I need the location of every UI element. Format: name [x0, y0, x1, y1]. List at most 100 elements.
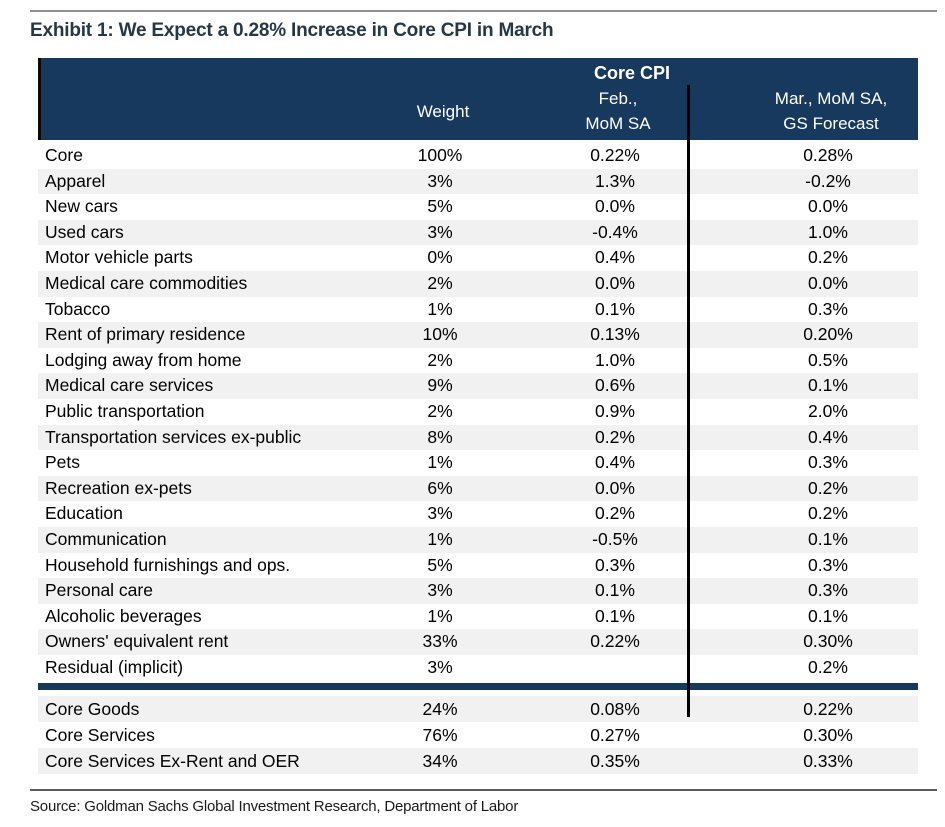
exhibit-title: Exhibit 1: We Expect a 0.28% Increase in… [30, 20, 554, 41]
table-row: Used cars 3% -0.4% 1.0% [38, 219, 918, 246]
row-label: Education [45, 503, 123, 524]
cpi-table: Weight Core CPI Feb., MoM SA Mar., MoM S… [38, 58, 918, 775]
mar-header-line1: Mar., MoM SA, [774, 89, 888, 108]
row-label: Used cars [45, 221, 124, 242]
mar-cell: 0.0% [808, 272, 848, 293]
column-header-mar: Mar., MoM SA, GS Forecast [729, 58, 921, 141]
table-row: Personal care 3% 0.1% 0.3% [38, 578, 918, 604]
mar-cell: 0.1% [808, 605, 848, 626]
table-row: Rent of primary residence 10% 0.13% 0.20% [38, 322, 918, 348]
row-label: Owners' equivalent rent [45, 631, 229, 652]
group-header-core-cpi: Core CPI [593, 63, 671, 83]
mar-cell: 0.1% [808, 375, 848, 396]
feb-header-line1: Feb., [598, 89, 638, 108]
feb-cell: 0.4% [595, 452, 635, 473]
table-row: Lodging away from home 2% 1.0% 0.5% [38, 348, 918, 374]
table-row: Transportation services ex-public 8% 0.2% 0… [38, 424, 918, 451]
mar-cell: 0.3% [808, 580, 848, 601]
weight-cell: 3% [427, 221, 453, 242]
table-row: Education 3% 0.2% 0.2% [38, 501, 918, 527]
mar-cell: 0.3% [808, 452, 848, 473]
feb-cell: 0.13% [590, 324, 640, 345]
weight-cell: 9% [427, 375, 453, 396]
weight-cell: 2% [427, 272, 453, 293]
mar-cell: 0.2% [808, 656, 848, 677]
weight-cell: 5% [427, 554, 453, 575]
table-header: Weight Core CPI Feb., MoM SA Mar., MoM S… [38, 58, 918, 140]
row-label: Public transportation [45, 400, 205, 421]
mar-cell: 1.0% [808, 221, 848, 242]
feb-cell: 0.3% [595, 554, 635, 575]
weight-cell: 34% [422, 751, 458, 772]
mar-cell: 0.2% [808, 247, 848, 268]
feb-cell: 1.0% [595, 349, 635, 370]
forecast-column-separator [687, 85, 690, 717]
table-row: Alcoholic beverages 1% 0.1% 0.1% [38, 604, 918, 630]
row-label: Lodging away from home [45, 349, 242, 370]
row-label: Residual (implicit) [45, 656, 184, 677]
feb-cell: 0.6% [595, 375, 635, 396]
table-row: Household furnishings and ops. 5% 0.3% 0.3% [38, 553, 918, 579]
row-label: Transportation services ex-public [45, 426, 302, 447]
table-row: Core Services 76% 0.27% 0.30% [38, 722, 918, 748]
weight-cell: 8% [427, 426, 453, 447]
row-label: Apparel [45, 170, 106, 191]
mar-cell: 0.3% [808, 298, 848, 319]
column-header-feb: Core CPI Feb., MoM SA [543, 58, 729, 141]
table-row: Medical care commodities 2% 0.0% 0.0% [38, 270, 918, 297]
table-row: Pets 1% 0.4% 0.3% [38, 450, 918, 476]
weight-cell: 3% [427, 170, 453, 191]
row-label: Tobacco [45, 298, 111, 319]
mar-cell: 0.30% [803, 725, 853, 746]
weight-cell: 76% [422, 725, 458, 746]
table-row: Core 100% 0.22% 0.28% [38, 143, 918, 169]
mar-cell: 0.1% [808, 528, 848, 549]
row-label: Core Goods [45, 699, 140, 720]
mar-cell: 0.2% [808, 503, 848, 524]
mar-cell: 0.20% [803, 324, 853, 345]
feb-cell: 0.0% [595, 196, 635, 217]
mar-cell: 0.22% [803, 699, 853, 720]
feb-header-line2: MoM SA [585, 114, 651, 133]
table-row: Medical care services 9% 0.6% 0.1% [38, 373, 918, 399]
mar-cell: 0.5% [808, 349, 848, 370]
table-row: Motor vehicle parts 0% 0.4% 0.2% [38, 245, 918, 271]
weight-cell: 33% [422, 631, 458, 652]
row-label: Rent of primary residence [45, 324, 246, 345]
mar-cell: 0.3% [808, 554, 848, 575]
feb-cell: 0.1% [595, 580, 635, 601]
mar-cell: -0.2% [805, 170, 851, 191]
feb-cell: 0.0% [595, 477, 635, 498]
weight-cell: 1% [427, 452, 453, 473]
feb-cell: 0.4% [595, 247, 635, 268]
top-rule [30, 10, 937, 12]
row-label: Recreation ex-pets [45, 477, 192, 498]
row-label: Alcoholic beverages [45, 605, 202, 626]
feb-cell: -0.5% [592, 528, 638, 549]
table-body: Core 100% 0.22% 0.28% Apparel 3% 1.3% -0.2% New … [38, 143, 918, 680]
weight-cell: 100% [417, 145, 463, 165]
row-label: Pets [45, 452, 81, 473]
weight-cell: 5% [427, 196, 453, 217]
table-row: Apparel 3% 1.3% -0.2% [38, 168, 918, 195]
feb-cell: 0.08% [590, 699, 640, 720]
weight-cell: 1% [427, 605, 453, 626]
weight-cell: 24% [422, 699, 458, 720]
weight-cell: 0% [427, 247, 453, 268]
bottom-rule [30, 789, 937, 791]
weight-cell: 3% [427, 656, 453, 677]
row-label: New cars [45, 196, 118, 217]
mar-cell: 0.30% [803, 631, 853, 652]
row-label: Core Services [45, 725, 155, 746]
weight-header-label: Weight [416, 102, 470, 121]
mar-header-line2: GS Forecast [783, 114, 879, 133]
row-label: Motor vehicle parts [45, 247, 193, 268]
feb-cell: 0.2% [595, 426, 635, 447]
weight-cell: 3% [427, 580, 453, 601]
weight-cell: 2% [427, 349, 453, 370]
table-row: Public transportation 2% 0.9% 2.0% [38, 399, 918, 425]
column-header-weight: Weight [333, 58, 543, 141]
table-row: Recreation ex-pets 6% 0.0% 0.2% [38, 475, 918, 502]
feb-cell: 0.2% [595, 503, 635, 524]
